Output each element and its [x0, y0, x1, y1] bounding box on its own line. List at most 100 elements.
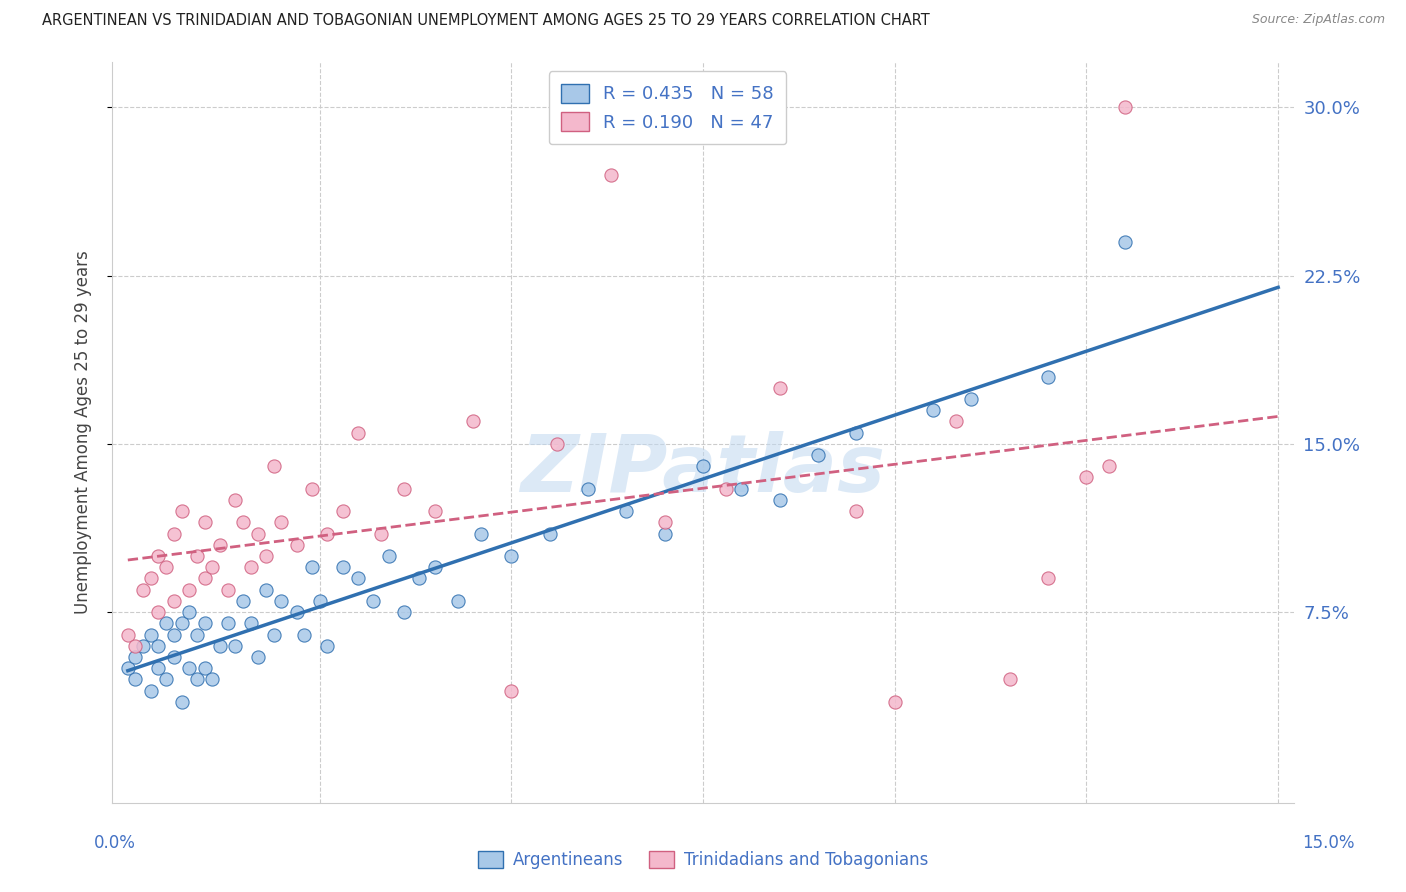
Point: [807, 448, 830, 462]
Text: 0.0%: 0.0%: [94, 834, 136, 852]
Y-axis label: Unemployment Among Ages 25 to 29 years: Unemployment Among Ages 25 to 29 years: [73, 251, 91, 615]
Point: [117, 627, 139, 641]
Point: [163, 594, 186, 608]
Point: [132, 582, 155, 597]
Point: [1036, 571, 1059, 585]
Point: [654, 526, 676, 541]
Point: [148, 549, 170, 563]
Point: [446, 594, 468, 608]
Point: [423, 560, 446, 574]
Point: [769, 492, 792, 507]
Point: [370, 526, 392, 541]
Point: [301, 560, 323, 574]
Point: [239, 616, 262, 631]
Point: [998, 673, 1021, 687]
Point: [845, 425, 868, 440]
Point: [714, 482, 737, 496]
Point: [148, 661, 170, 675]
Point: [654, 516, 676, 530]
Point: [501, 683, 523, 698]
Point: [170, 695, 193, 709]
Point: [1114, 235, 1136, 249]
Point: [193, 661, 215, 675]
Point: [769, 381, 792, 395]
Point: [270, 594, 292, 608]
Point: [148, 639, 170, 653]
Point: [155, 616, 177, 631]
Point: [186, 627, 208, 641]
Point: [845, 504, 868, 518]
Point: [408, 571, 430, 585]
Text: ARGENTINEAN VS TRINIDADIAN AND TOBAGONIAN UNEMPLOYMENT AMONG AGES 25 TO 29 YEARS: ARGENTINEAN VS TRINIDADIAN AND TOBAGONIA…: [42, 13, 929, 29]
Point: [117, 661, 139, 675]
Point: [254, 582, 277, 597]
Point: [201, 560, 224, 574]
Point: [1114, 100, 1136, 114]
Text: 15.0%: 15.0%: [1302, 834, 1355, 852]
Point: [170, 504, 193, 518]
Point: [883, 695, 905, 709]
Point: [132, 639, 155, 653]
Point: [186, 549, 208, 563]
Point: [1098, 459, 1121, 474]
Point: [208, 538, 231, 552]
Point: [576, 482, 599, 496]
Text: ZIPatlas: ZIPatlas: [520, 431, 886, 508]
Point: [232, 594, 254, 608]
Point: [423, 504, 446, 518]
Point: [193, 516, 215, 530]
Point: [148, 605, 170, 619]
Point: [332, 504, 354, 518]
Point: [538, 526, 561, 541]
Point: [217, 616, 239, 631]
Point: [692, 459, 714, 474]
Text: Source: ZipAtlas.com: Source: ZipAtlas.com: [1251, 13, 1385, 27]
Point: [461, 414, 484, 428]
Point: [270, 516, 292, 530]
Point: [392, 482, 415, 496]
Point: [600, 168, 623, 182]
Point: [193, 571, 215, 585]
Point: [208, 639, 231, 653]
Point: [945, 414, 967, 428]
Point: [1036, 369, 1059, 384]
Point: [139, 683, 162, 698]
Point: [139, 627, 162, 641]
Point: [377, 549, 399, 563]
Point: [247, 526, 270, 541]
Point: [347, 425, 370, 440]
Point: [292, 627, 315, 641]
Point: [124, 639, 146, 653]
Point: [170, 616, 193, 631]
Point: [155, 560, 177, 574]
Point: [201, 673, 224, 687]
Point: [501, 549, 523, 563]
Point: [124, 650, 146, 665]
Point: [232, 516, 254, 530]
Point: [163, 650, 186, 665]
Point: [179, 582, 201, 597]
Point: [546, 437, 568, 451]
Point: [247, 650, 270, 665]
Point: [155, 673, 177, 687]
Point: [179, 661, 201, 675]
Point: [316, 639, 339, 653]
Point: [163, 526, 186, 541]
Point: [470, 526, 492, 541]
Point: [254, 549, 277, 563]
Point: [285, 605, 308, 619]
Point: [139, 571, 162, 585]
Point: [179, 605, 201, 619]
Point: [361, 594, 384, 608]
Point: [217, 582, 239, 597]
Point: [922, 403, 945, 417]
Point: [392, 605, 415, 619]
Point: [316, 526, 339, 541]
Point: [1076, 470, 1098, 484]
Point: [224, 492, 246, 507]
Point: [308, 594, 330, 608]
Point: [285, 538, 308, 552]
Point: [730, 482, 752, 496]
Point: [347, 571, 370, 585]
Point: [193, 616, 215, 631]
